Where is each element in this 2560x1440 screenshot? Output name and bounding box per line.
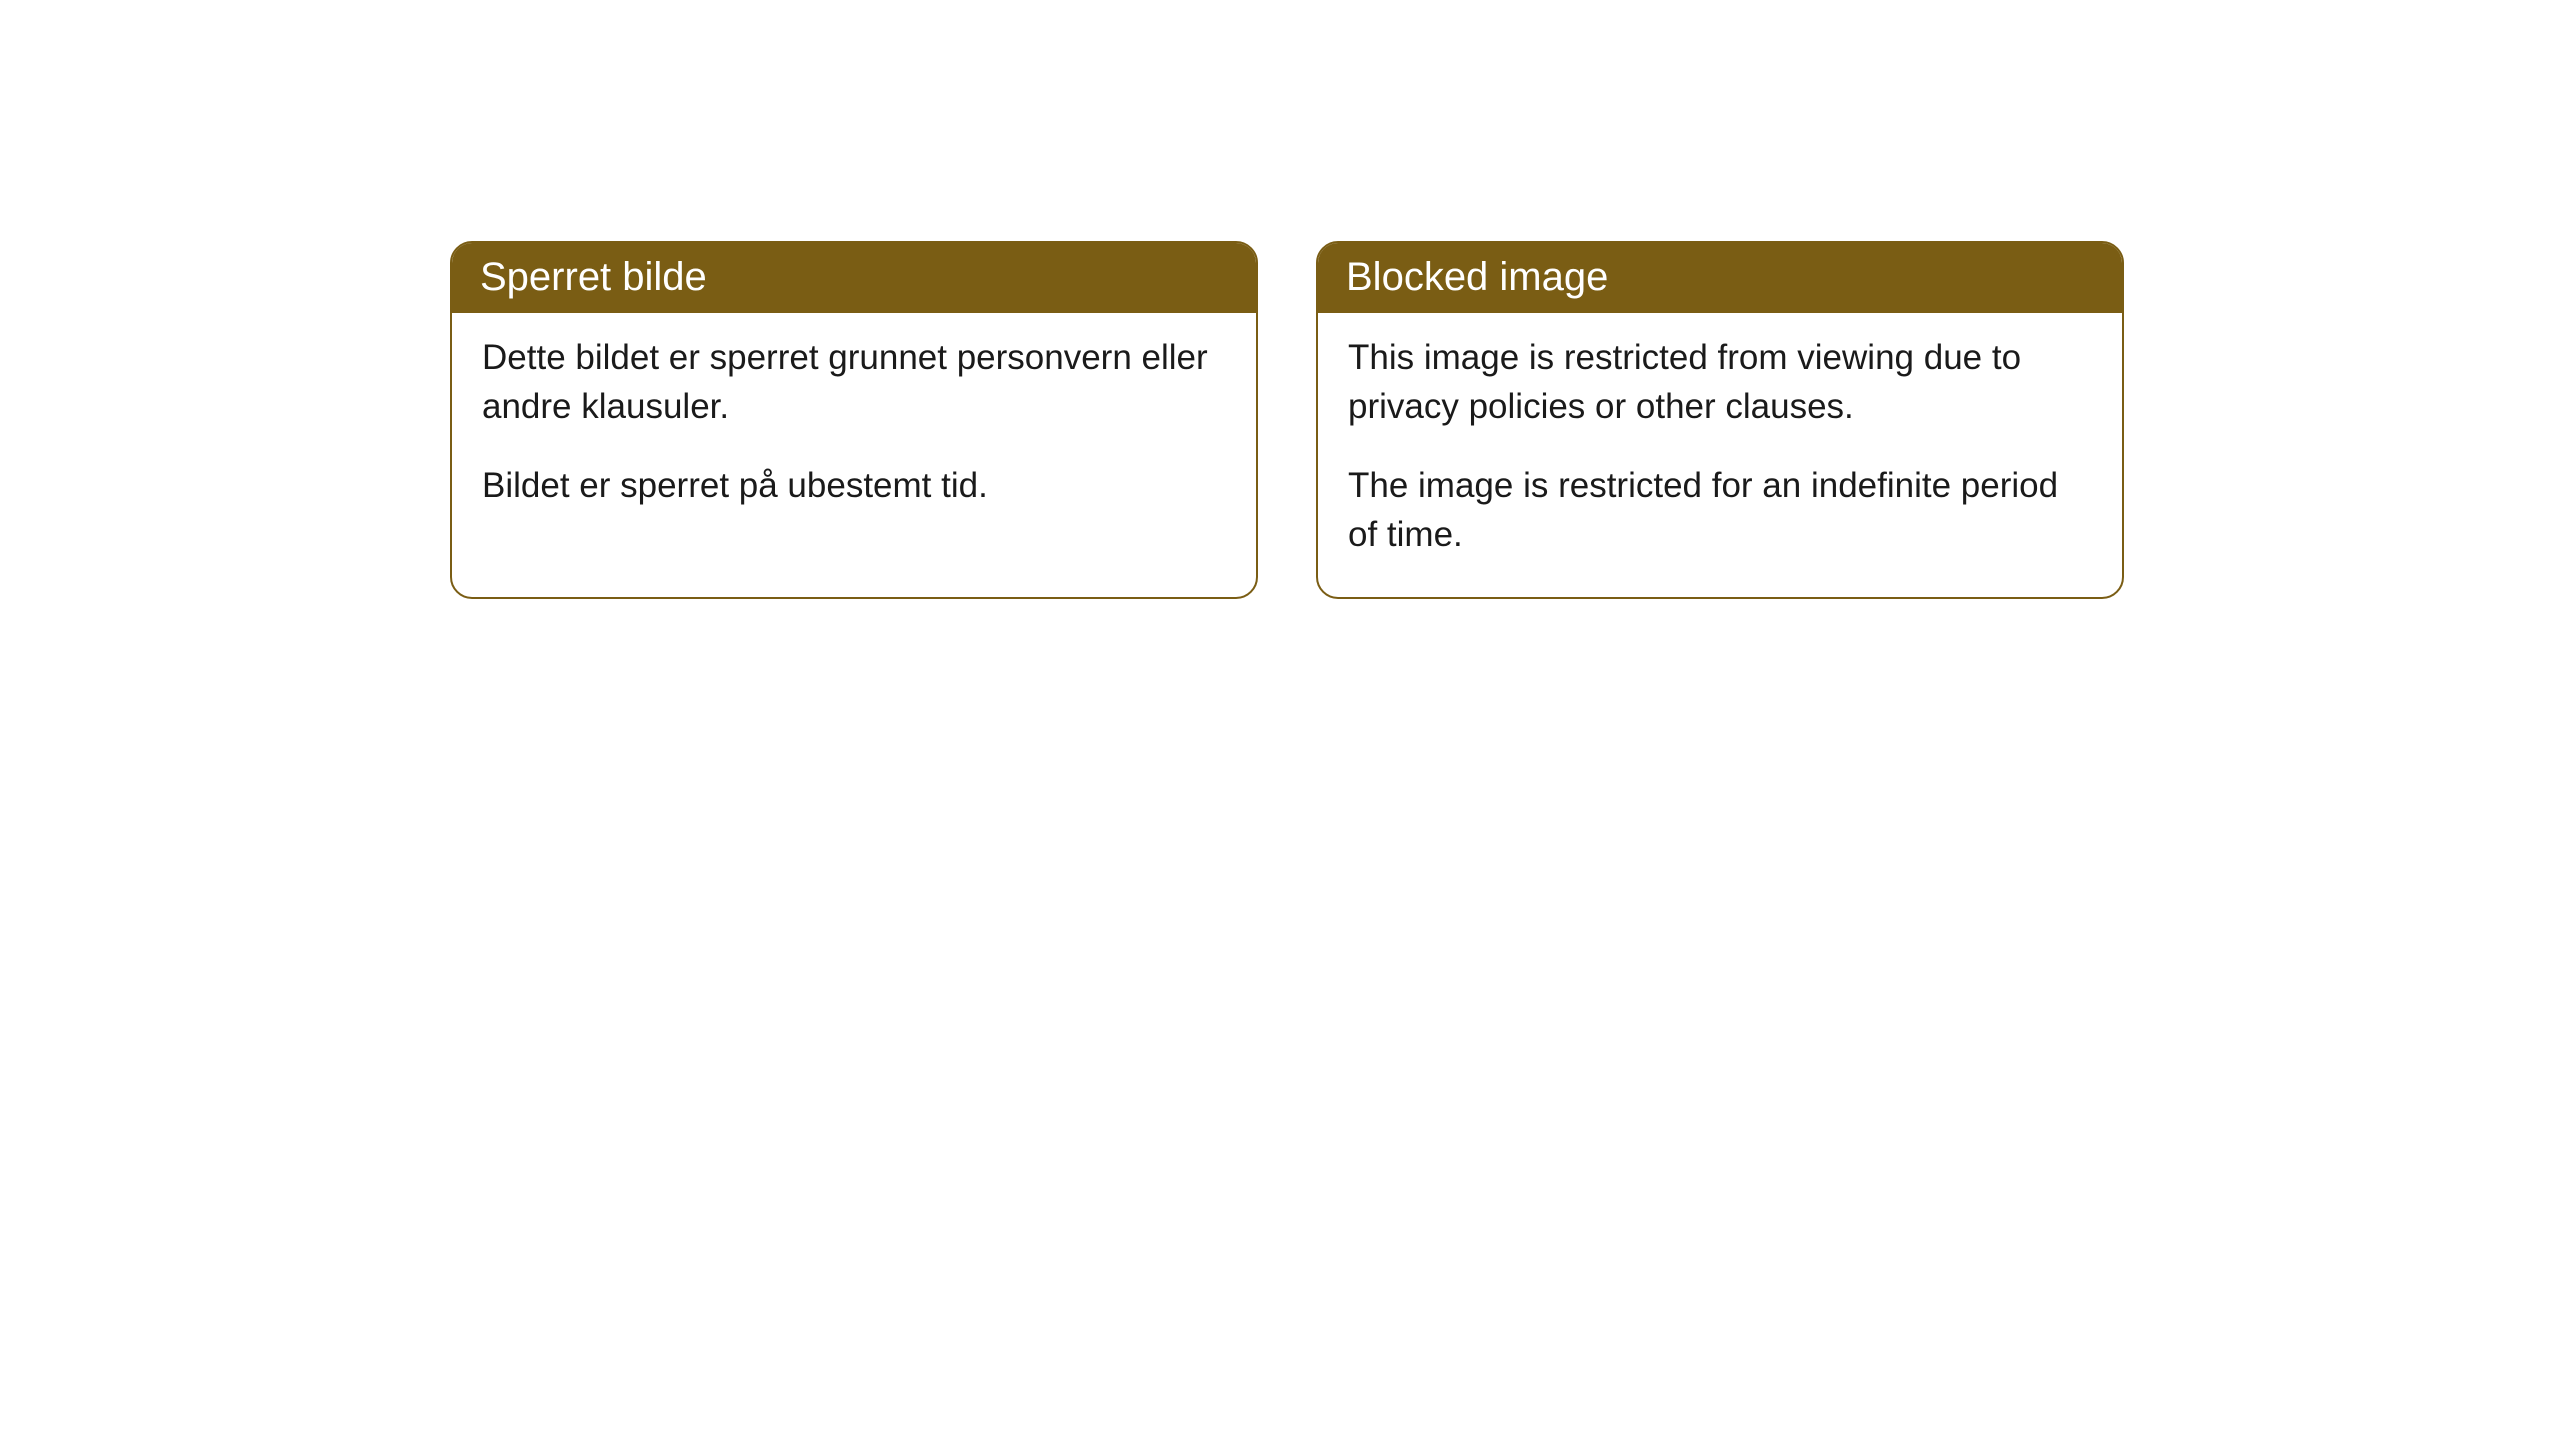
card-body-english: This image is restricted from viewing du…	[1318, 313, 2122, 597]
card-paragraph-1-norwegian: Dette bildet er sperret grunnet personve…	[482, 333, 1226, 431]
card-paragraph-1-english: This image is restricted from viewing du…	[1348, 333, 2092, 431]
card-body-norwegian: Dette bildet er sperret grunnet personve…	[452, 313, 1256, 548]
card-header-english: Blocked image	[1318, 243, 2122, 313]
card-header-norwegian: Sperret bilde	[452, 243, 1256, 313]
card-title-norwegian: Sperret bilde	[480, 255, 707, 299]
cards-container: Sperret bilde Dette bildet er sperret gr…	[450, 241, 2124, 599]
card-paragraph-2-english: The image is restricted for an indefinit…	[1348, 461, 2092, 559]
card-title-english: Blocked image	[1346, 255, 1608, 299]
blocked-image-card-norwegian: Sperret bilde Dette bildet er sperret gr…	[450, 241, 1258, 599]
blocked-image-card-english: Blocked image This image is restricted f…	[1316, 241, 2124, 599]
card-paragraph-2-norwegian: Bildet er sperret på ubestemt tid.	[482, 461, 1226, 510]
